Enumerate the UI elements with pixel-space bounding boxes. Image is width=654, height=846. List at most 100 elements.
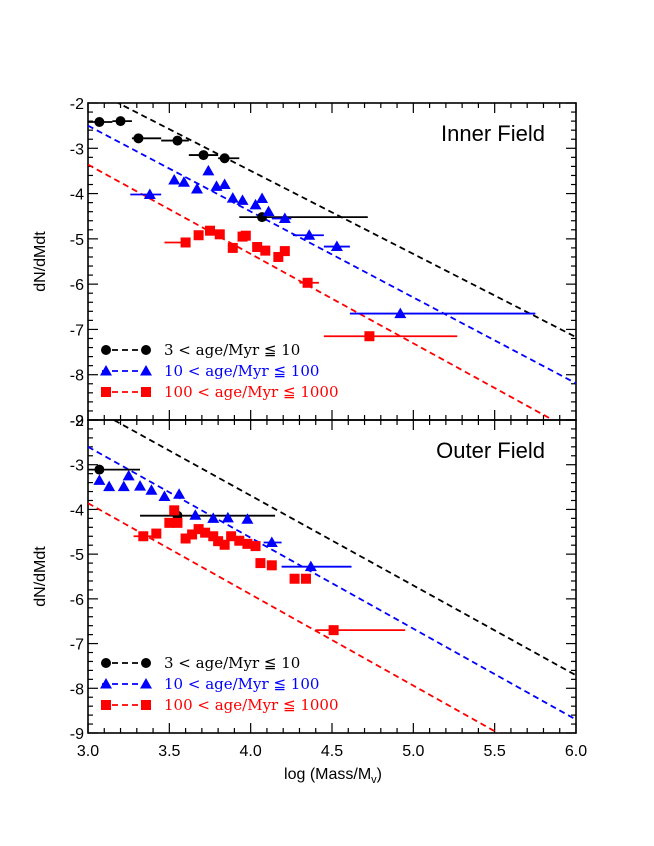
data-point xyxy=(213,536,224,547)
y-tick-label: -2 xyxy=(70,96,84,113)
data-point xyxy=(173,488,186,499)
data-point xyxy=(103,480,116,492)
data-point xyxy=(226,531,237,542)
legend-label: 100 < age/Myr ≦ 1000 xyxy=(164,696,339,714)
x-axis-label: log (Mass/Mv) xyxy=(284,766,382,786)
legend-marker-left xyxy=(101,700,111,710)
plot-frame xyxy=(87,102,577,421)
data-point xyxy=(115,116,126,127)
y-tick-label: -3 xyxy=(70,141,84,158)
y-tick-label: -7 xyxy=(70,322,84,339)
data-point xyxy=(151,528,162,539)
data-point xyxy=(189,509,202,520)
legend-marker-right xyxy=(141,345,151,355)
data-point xyxy=(158,490,171,501)
legend-label: 10 < age/Myr ≦ 100 xyxy=(164,362,319,380)
y-tick-label: -5 xyxy=(70,547,84,564)
x-tick-label: 4.5 xyxy=(321,743,343,760)
data-point xyxy=(249,198,262,210)
fit-line xyxy=(88,502,500,733)
fit-line xyxy=(88,163,555,420)
x-tick-label: 3.5 xyxy=(158,743,180,760)
data-point xyxy=(242,538,253,549)
data-point xyxy=(394,307,407,319)
y-tick-label: -2 xyxy=(70,413,84,430)
legend-marker-right xyxy=(140,365,152,376)
data-point xyxy=(214,229,225,240)
data-point xyxy=(94,464,105,475)
x-axis-label-subscript: v xyxy=(371,774,377,786)
data-point xyxy=(266,560,277,571)
y-tick-label: -6 xyxy=(70,592,84,609)
chart-panel-1: -2 -3 -4 -5 -6 -7 -8 -9 dN/dMdt Inner Field 3 < ag… xyxy=(32,96,577,430)
legend-label: 3 < age/Myr ≦ 10 xyxy=(164,654,300,672)
x-tick-label: 6.0 xyxy=(565,743,587,760)
data-point xyxy=(278,212,291,223)
data-point xyxy=(300,573,311,584)
data-point xyxy=(265,536,278,548)
data-point xyxy=(164,517,175,528)
data-point xyxy=(255,558,266,569)
data-point xyxy=(304,560,317,572)
data-point xyxy=(279,246,290,257)
x-tick-label: 3.0 xyxy=(77,743,99,760)
data-point xyxy=(94,117,105,128)
y-tick-label: -4 xyxy=(70,502,84,519)
legend-marker-right xyxy=(140,678,152,689)
data-point xyxy=(252,242,263,253)
y-axis-label: dN/dMdt xyxy=(32,546,49,607)
y-tick-label: -7 xyxy=(70,637,84,654)
y-tick-label: -3 xyxy=(70,458,84,475)
data-point xyxy=(240,230,251,241)
data-point xyxy=(145,484,158,495)
legend-label: 3 < age/Myr ≦ 10 xyxy=(164,341,300,359)
legend-marker-left xyxy=(100,365,112,376)
data-point xyxy=(193,230,204,241)
data-point xyxy=(133,133,144,144)
data-point xyxy=(172,517,183,528)
panel-title: Inner Field xyxy=(441,121,545,146)
data-point xyxy=(138,531,149,542)
data-point xyxy=(250,541,261,552)
x-tick-label: 5.0 xyxy=(402,743,424,760)
y-tick-label: -8 xyxy=(70,681,84,698)
y-tick-label: -8 xyxy=(70,368,84,385)
data-point xyxy=(219,539,230,550)
data-point xyxy=(180,237,191,248)
legend-marker-right xyxy=(141,658,151,668)
legend-marker-right xyxy=(141,387,151,397)
data-layer xyxy=(88,420,576,733)
y-tick-label: -6 xyxy=(70,277,84,294)
data-point xyxy=(117,480,130,492)
y-tick-label: -9 xyxy=(70,413,84,430)
legend-marker-left xyxy=(101,658,111,668)
data-point xyxy=(172,135,183,146)
y-tick-label: -4 xyxy=(70,187,84,204)
fit-line xyxy=(88,446,576,721)
data-point xyxy=(234,535,245,546)
y-tick-label: -5 xyxy=(70,232,84,249)
legend-marker-left xyxy=(101,387,111,397)
plot-frame xyxy=(87,419,577,734)
data-point xyxy=(180,533,191,544)
data-point xyxy=(364,331,375,342)
x-tick-label: 5.5 xyxy=(484,743,506,760)
data-point xyxy=(168,173,181,185)
data-point xyxy=(289,573,300,584)
legend-label: 10 < age/Myr ≦ 100 xyxy=(164,675,319,693)
data-point xyxy=(260,245,271,256)
data-point xyxy=(193,524,204,535)
data-point xyxy=(198,150,209,161)
y-tick-label: -9 xyxy=(70,726,84,743)
x-axis-label-main: log (Mass/M xyxy=(284,766,371,783)
data-point xyxy=(190,183,203,194)
data-point xyxy=(200,527,211,538)
data-point xyxy=(169,505,180,516)
legend-marker-left xyxy=(100,678,112,689)
legend-marker-right xyxy=(141,700,151,710)
data-point xyxy=(330,240,343,252)
data-point xyxy=(256,192,269,204)
panel-title: Outer Field xyxy=(436,438,545,463)
data-point xyxy=(122,469,135,481)
data-point xyxy=(328,625,339,636)
